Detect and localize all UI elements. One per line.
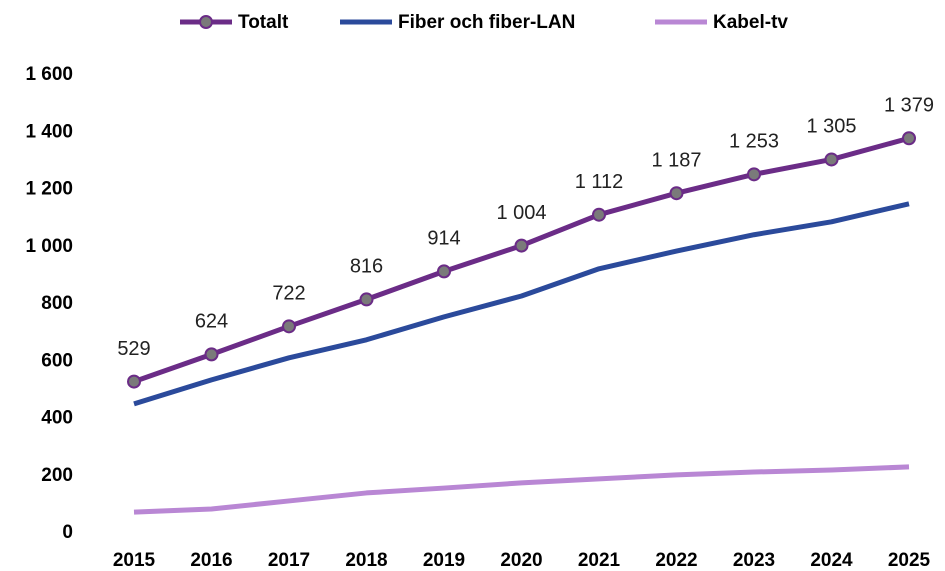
marker — [204, 347, 219, 362]
y-tick-label: 800 — [41, 293, 73, 314]
x-tick-label: 2019 — [423, 550, 465, 571]
y-tick-label: 200 — [41, 465, 73, 486]
legend-label: Totalt — [238, 12, 289, 33]
marker — [824, 152, 839, 167]
data-label: 1 379 — [884, 95, 934, 117]
marker — [669, 186, 684, 201]
series-line — [133, 135, 910, 384]
data-label: 1 004 — [496, 202, 546, 224]
x-tick-label: 2020 — [500, 550, 542, 571]
marker — [902, 131, 916, 146]
x-tick-label: 2015 — [113, 550, 156, 571]
y-tick-label: 1 600 — [25, 64, 73, 85]
x-tick-label: 2025 — [888, 550, 931, 571]
x-tick-label: 2018 — [345, 550, 387, 571]
y-tick-label: 600 — [41, 350, 73, 371]
data-label: 1 253 — [729, 131, 779, 153]
marker — [127, 374, 141, 389]
x-tick-label: 2024 — [810, 550, 853, 571]
data-label: 1 187 — [651, 150, 701, 172]
marker — [282, 319, 296, 334]
y-tick-label: 1 400 — [25, 121, 73, 142]
y-tick-label: 1 200 — [25, 179, 73, 200]
marker — [359, 292, 374, 307]
x-tick-label: 2017 — [268, 550, 310, 571]
data-label: 529 — [117, 338, 150, 360]
series-line — [133, 464, 910, 515]
marker — [592, 207, 606, 222]
marker — [514, 238, 529, 253]
y-tick-label: 1 000 — [25, 236, 73, 257]
legend-label: Fiber och fiber-LAN — [398, 12, 575, 33]
marker — [747, 167, 761, 182]
y-tick-label: 0 — [62, 522, 73, 543]
legend-label: Kabel-tv — [713, 12, 788, 33]
legend-marker — [199, 15, 213, 29]
marker — [437, 264, 451, 279]
y-tick-label: 400 — [41, 408, 73, 429]
data-label: 914 — [427, 228, 460, 250]
data-label: 1 305 — [806, 116, 856, 138]
data-label: 816 — [350, 256, 383, 278]
x-tick-label: 2016 — [190, 550, 232, 571]
data-label: 624 — [195, 311, 228, 333]
data-label: 1 112 — [575, 171, 624, 193]
x-tick-label: 2021 — [578, 550, 621, 571]
data-label: 722 — [272, 283, 305, 305]
series-line — [133, 201, 910, 407]
x-tick-label: 2022 — [655, 550, 697, 571]
x-tick-label: 2023 — [733, 550, 775, 571]
